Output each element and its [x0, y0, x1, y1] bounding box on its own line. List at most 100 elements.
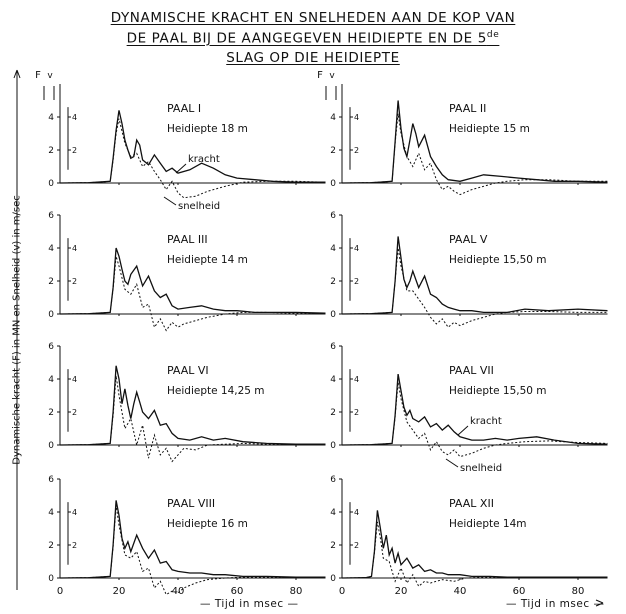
time-tick-label: 40 [454, 586, 467, 597]
time-tick-label: 60 [513, 586, 526, 597]
series-kracht [59, 365, 326, 446]
velocity-tick-label: 2 [354, 408, 359, 417]
chart-title-superscript: de [486, 30, 500, 40]
panel-name: PAAL VIII [167, 497, 215, 510]
y-label-arrow-head-b [16, 69, 21, 79]
velocity-tick-label: 4 [354, 113, 359, 122]
series-snelheid [341, 521, 608, 588]
y-label-arrow-head-a [13, 69, 18, 79]
panel-name: PAAL V [449, 233, 488, 246]
x-axis-label-left-text: Tijd in msec [214, 598, 284, 610]
force-tick-label: 4 [330, 508, 336, 518]
panel-name: PAAL II [449, 102, 486, 115]
series-kracht [59, 500, 326, 579]
force-symbol: F [317, 70, 323, 81]
velocity-tick-label: 2 [72, 408, 77, 417]
velocity-tick-label: 2 [72, 541, 77, 550]
force-tick-label: 6 [330, 342, 336, 352]
panel-depth: Heidiepte 15,50 m [449, 254, 547, 266]
series-kracht [341, 510, 608, 579]
force-tick-label: 2 [48, 408, 54, 418]
force-tick-label: 2 [330, 277, 336, 287]
time-tick-label: 80 [290, 586, 303, 597]
time-tick-label: 60 [231, 586, 244, 597]
annotation-snelheid: snelheid [178, 201, 220, 212]
series-snelheid [59, 505, 326, 596]
panel-depth: Heidiepte 15,50 m [449, 385, 547, 397]
force-tick-label: 2 [48, 541, 54, 551]
panel-depth: Heidiepte 14 m [167, 254, 248, 266]
series-snelheid [341, 382, 608, 458]
velocity-symbol: v [329, 71, 335, 81]
annotation-snelheid-pointer [163, 196, 177, 206]
force-tick-label: 0 [330, 441, 336, 451]
time-tick-label: 80 [572, 586, 585, 597]
panel-depth: Heidiepte 14m [449, 518, 526, 530]
force-tick-label: 6 [48, 211, 54, 221]
velocity-tick-label: 2 [354, 277, 359, 286]
panel-name: PAAL III [167, 233, 208, 246]
series-snelheid [59, 118, 326, 199]
force-tick-label: 6 [330, 475, 336, 485]
force-tick-label: 0 [330, 179, 336, 189]
series-kracht [59, 247, 326, 315]
time-tick-label: 20 [395, 586, 408, 597]
series-snelheid [59, 256, 326, 332]
time-tick-label: 20 [113, 586, 126, 597]
chart-title-line-2-text: DE PAAL BIJ DE AANGEGEVEN HEIDIEPTE EN D… [126, 30, 487, 47]
panel-paal-ii: 0 2 4 2 4 F v PAAL II Heidiepte 15 m [317, 70, 608, 196]
force-tick-label: 4 [48, 244, 54, 254]
annotation-kracht: kracht [470, 416, 502, 427]
panel-paal-vi: 0 2 4 6 2 4 PAAL VI Heidiepte 14,25 m [48, 342, 326, 463]
velocity-tick-label: 4 [72, 244, 77, 253]
series-kracht [341, 373, 608, 446]
force-tick-label: 2 [330, 541, 336, 551]
chart-title-line-2: DE PAAL BIJ DE AANGEGEVEN HEIDIEPTE EN D… [0, 30, 626, 47]
force-tick-label: 4 [48, 113, 54, 123]
force-tick-label: 2 [330, 408, 336, 418]
series-kracht [341, 100, 608, 184]
force-tick-label: 2 [48, 146, 54, 156]
annotation-kracht-pointer [457, 425, 469, 436]
chart-title-line-1: DYNAMISCHE KRACHT EN SNELHEDEN AAN DE KO… [110, 10, 516, 26]
force-tick-label: 0 [48, 441, 54, 451]
velocity-tick-label: 2 [72, 277, 77, 286]
velocity-tick-label: 2 [354, 541, 359, 550]
panel-name: PAAL VII [449, 364, 494, 377]
x-axis-label-left: — Tijd in msec — [200, 598, 299, 610]
velocity-symbol: v [47, 71, 53, 81]
x-arrow-head-a [595, 599, 604, 604]
velocity-tick-label: 4 [72, 375, 77, 384]
velocity-tick-label: 4 [354, 244, 359, 253]
panel-depth: Heidiepte 15 m [449, 123, 530, 135]
force-tick-label: 4 [330, 375, 336, 385]
time-tick-label: 0 [57, 586, 63, 597]
panel-paal-vii: 0 2 4 6 2 4 PAAL VII Heidiepte 15,50 m kracht sne… [330, 342, 608, 474]
series-kracht [59, 110, 326, 184]
force-tick-label: 4 [48, 375, 54, 385]
annotation-kracht: kracht [188, 154, 220, 165]
force-tick-label: 6 [48, 342, 54, 352]
series-kracht [341, 236, 608, 315]
velocity-tick-label: 2 [354, 146, 359, 155]
panel-depth: Heidiepte 18 m [167, 123, 248, 135]
force-tick-label: 0 [330, 310, 336, 320]
time-tick-label: 0 [339, 586, 345, 597]
panel-depth: Heidiepte 14,25 m [167, 385, 265, 397]
panel-name: PAAL VI [167, 364, 209, 377]
x-arrow-head-b [595, 602, 604, 607]
force-tick-label: 0 [48, 179, 54, 189]
force-tick-label: 0 [48, 310, 54, 320]
velocity-tick-label: 4 [72, 508, 77, 517]
force-tick-label: 4 [330, 244, 336, 254]
panel-depth: Heidiepte 16 m [167, 518, 248, 530]
panel-paal-i: 0 2 4 2 4 F v PAAL I Heidiepte 18 m kracht snelhei… [35, 70, 326, 212]
velocity-tick-label: 2 [72, 146, 77, 155]
velocity-tick-label: 4 [354, 375, 359, 384]
force-tick-label: 4 [330, 113, 336, 123]
panel-name: PAAL XII [449, 497, 494, 510]
force-tick-label: 4 [48, 508, 54, 518]
